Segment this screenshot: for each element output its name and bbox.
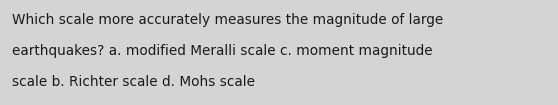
Text: earthquakes? a. modified Meralli scale c. moment magnitude: earthquakes? a. modified Meralli scale c… xyxy=(12,44,433,58)
Text: scale b. Richter scale d. Mohs scale: scale b. Richter scale d. Mohs scale xyxy=(12,75,255,89)
Text: Which scale more accurately measures the magnitude of large: Which scale more accurately measures the… xyxy=(12,13,444,27)
